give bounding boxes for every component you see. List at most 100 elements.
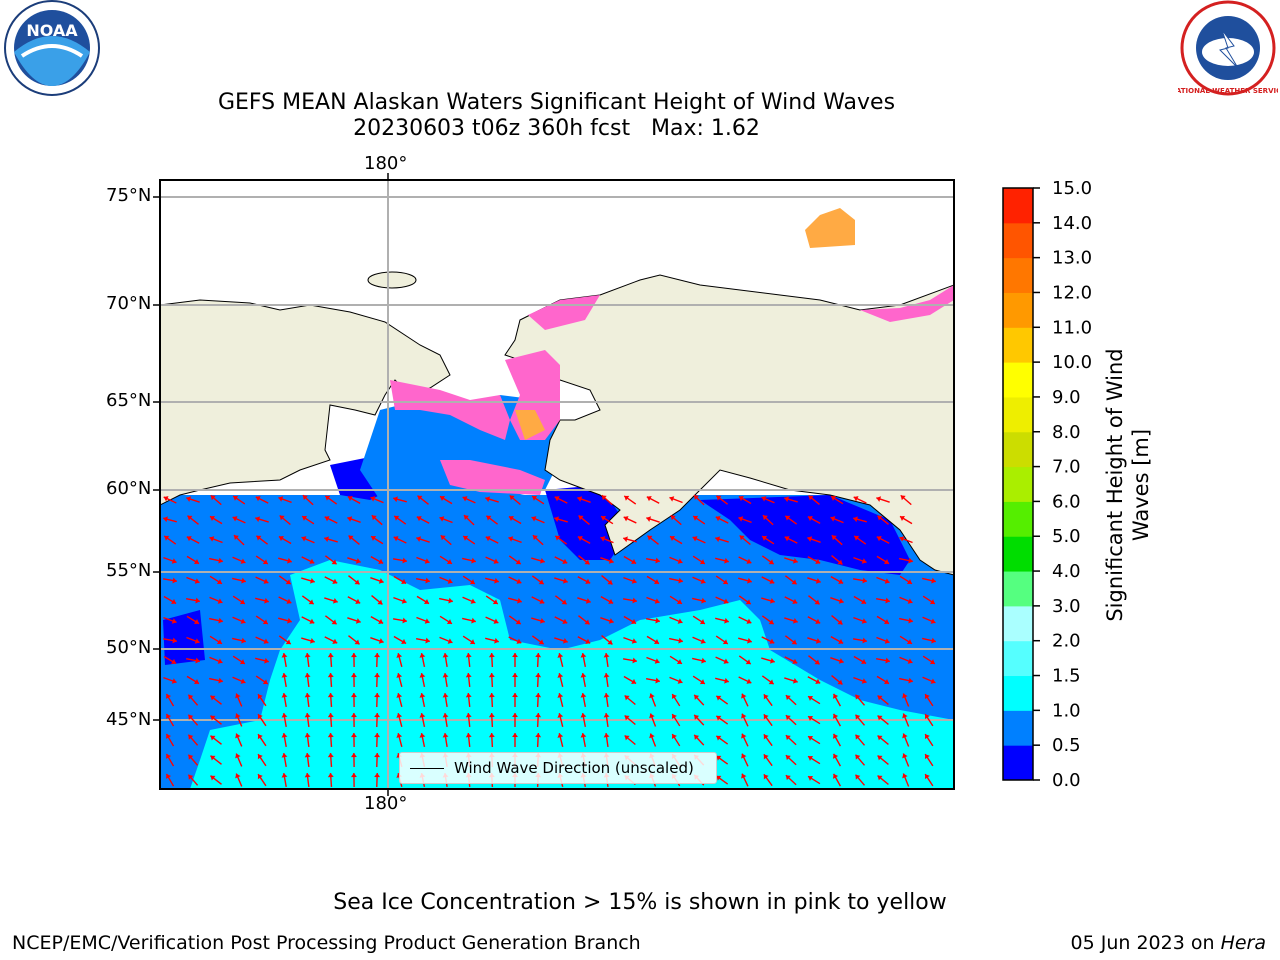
wind-wave-arrowhead bbox=[188, 774, 194, 780]
wind-wave-arrowhead bbox=[165, 713, 172, 719]
wind-wave-arrowhead bbox=[194, 578, 200, 584]
wind-wave-arrowhead bbox=[463, 535, 469, 541]
wind-wave-arrowhead bbox=[785, 715, 791, 721]
wind-wave-arrowhead bbox=[785, 695, 791, 701]
wind-wave-arrowhead bbox=[374, 713, 381, 718]
colorbar-tick-label: 8.0 bbox=[1052, 422, 1081, 443]
wind-wave-arrowhead bbox=[210, 755, 216, 761]
wind-wave-arrowhead bbox=[188, 694, 194, 700]
wind-wave-arrowhead bbox=[347, 516, 353, 522]
wind-wave-arrowhead bbox=[693, 515, 699, 521]
wind-wave-arrowhead bbox=[655, 677, 660, 684]
wind-wave-arrowhead bbox=[194, 559, 200, 565]
wind-wave-arrowhead bbox=[585, 598, 591, 604]
wind-wave-arrowhead bbox=[792, 618, 798, 624]
sea-ice-chukchi bbox=[528, 295, 600, 330]
wind-wave-arrowhead bbox=[884, 638, 890, 644]
wind-wave-arrowhead bbox=[884, 619, 890, 625]
wind-wave-arrowhead bbox=[281, 753, 288, 758]
wind-wave-arrowhead bbox=[677, 558, 683, 564]
wind-wave-arrowhead bbox=[232, 516, 238, 522]
wind-wave-arrowhead bbox=[655, 617, 660, 624]
wind-wave-arrowhead bbox=[669, 535, 675, 541]
wind-wave-arrowhead bbox=[512, 713, 518, 718]
wind-wave-arrowhead bbox=[784, 496, 789, 503]
wind-wave-arrowhead bbox=[906, 639, 912, 645]
wind-wave-arrowhead bbox=[603, 733, 610, 738]
wind-wave-arrowhead bbox=[876, 496, 882, 502]
wind-wave-arrowhead bbox=[624, 735, 630, 741]
wind-wave-arrowhead bbox=[172, 637, 177, 644]
wind-wave-arrowhead bbox=[471, 557, 476, 564]
wind-wave-arrowhead bbox=[832, 693, 839, 699]
wind-wave-arrowhead bbox=[327, 753, 334, 758]
wind-wave-arrowhead bbox=[632, 657, 637, 664]
wind-wave-arrowhead bbox=[768, 679, 774, 685]
wind-wave-arrowhead bbox=[351, 693, 357, 698]
wind-wave-arrowhead bbox=[217, 658, 223, 664]
wind-wave-arrowhead bbox=[492, 599, 498, 605]
noaa-logo-text: NOAA bbox=[26, 21, 78, 40]
wind-wave-arrowhead bbox=[676, 659, 682, 665]
wind-wave-arrowhead bbox=[488, 673, 495, 678]
wind-wave-arrowhead bbox=[465, 733, 472, 738]
wind-wave-arrowhead bbox=[304, 693, 311, 698]
wind-wave-arrowhead bbox=[814, 659, 820, 665]
wind-wave-arrowhead bbox=[745, 599, 751, 605]
wind-wave-arrowhead bbox=[486, 515, 492, 521]
wind-wave-arrowhead bbox=[517, 597, 522, 604]
wind-wave-arrowhead bbox=[471, 617, 476, 624]
wind-wave-arrowhead bbox=[603, 673, 610, 678]
wind-wave-arrowhead bbox=[171, 598, 177, 605]
wind-wave-arrowhead bbox=[700, 638, 706, 644]
wind-wave-arrowhead bbox=[877, 515, 883, 521]
wind-wave-arrowhead bbox=[233, 535, 239, 541]
title-line-2: 20230603 t06z 360h fcst Max: 1.62 bbox=[353, 116, 760, 141]
wind-wave-arrowhead bbox=[761, 496, 767, 502]
wind-wave-arrowhead bbox=[600, 536, 606, 542]
lon-label-top: 180° bbox=[364, 153, 408, 174]
wind-wave-arrowhead bbox=[631, 678, 637, 685]
wind-wave-arrowhead bbox=[792, 598, 798, 604]
wind-wave-arrowhead bbox=[831, 495, 837, 501]
wind-wave-arrowhead bbox=[425, 637, 430, 644]
wind-wave-arrowhead bbox=[442, 693, 449, 698]
wind-wave-arrowhead bbox=[446, 559, 452, 565]
wind-wave-arrowhead bbox=[855, 694, 861, 700]
colorbar-segment bbox=[1003, 745, 1033, 781]
wind-wave-arrowhead bbox=[287, 617, 292, 624]
wind-wave-arrowhead bbox=[216, 579, 222, 585]
wind-wave-arrowhead bbox=[694, 714, 700, 720]
wind-wave-arrowhead bbox=[419, 673, 426, 678]
wind-wave-arrowhead bbox=[908, 677, 913, 684]
wind-wave-arrowhead bbox=[488, 713, 495, 718]
wind-wave-arrowhead bbox=[302, 515, 308, 521]
wind-wave-arrowhead bbox=[838, 598, 844, 604]
wind-wave-arrowhead bbox=[603, 653, 610, 658]
colorbar-tick-label: 7.0 bbox=[1052, 457, 1081, 478]
map-frame bbox=[159, 179, 955, 790]
wind-wave-arrowhead bbox=[301, 536, 307, 542]
wind-wave-arrowhead bbox=[538, 639, 544, 645]
wind-wave-arrowhead bbox=[332, 578, 338, 584]
wind-wave-arrowhead bbox=[332, 598, 338, 604]
wind-wave-arrowhead bbox=[448, 597, 453, 604]
wind-wave-arrowhead bbox=[469, 639, 475, 645]
wind-wave-arrowhead bbox=[354, 579, 360, 585]
wind-wave-arrowhead bbox=[493, 558, 499, 564]
wind-wave-arrowhead bbox=[877, 715, 883, 721]
wind-wave-arrowhead bbox=[419, 693, 426, 698]
wind-wave-arrowhead bbox=[930, 618, 936, 624]
wind-wave-arrowhead bbox=[419, 713, 426, 718]
wind-wave-arrowhead bbox=[554, 516, 559, 523]
wind-wave-arrowhead bbox=[832, 773, 839, 779]
wind-wave-arrowhead bbox=[348, 535, 354, 541]
wind-wave-arrowhead bbox=[924, 714, 930, 720]
wind-wave-arrowhead bbox=[463, 515, 469, 521]
footer-right: 05 Jun 2023 on Hera bbox=[1071, 932, 1266, 954]
colorbar-segments bbox=[1003, 188, 1033, 781]
wind-wave-arrowhead bbox=[512, 653, 518, 658]
wind-wave-arrowhead bbox=[263, 638, 269, 644]
wind-wave-arrowhead bbox=[562, 558, 568, 564]
axis-ticks bbox=[153, 173, 389, 796]
